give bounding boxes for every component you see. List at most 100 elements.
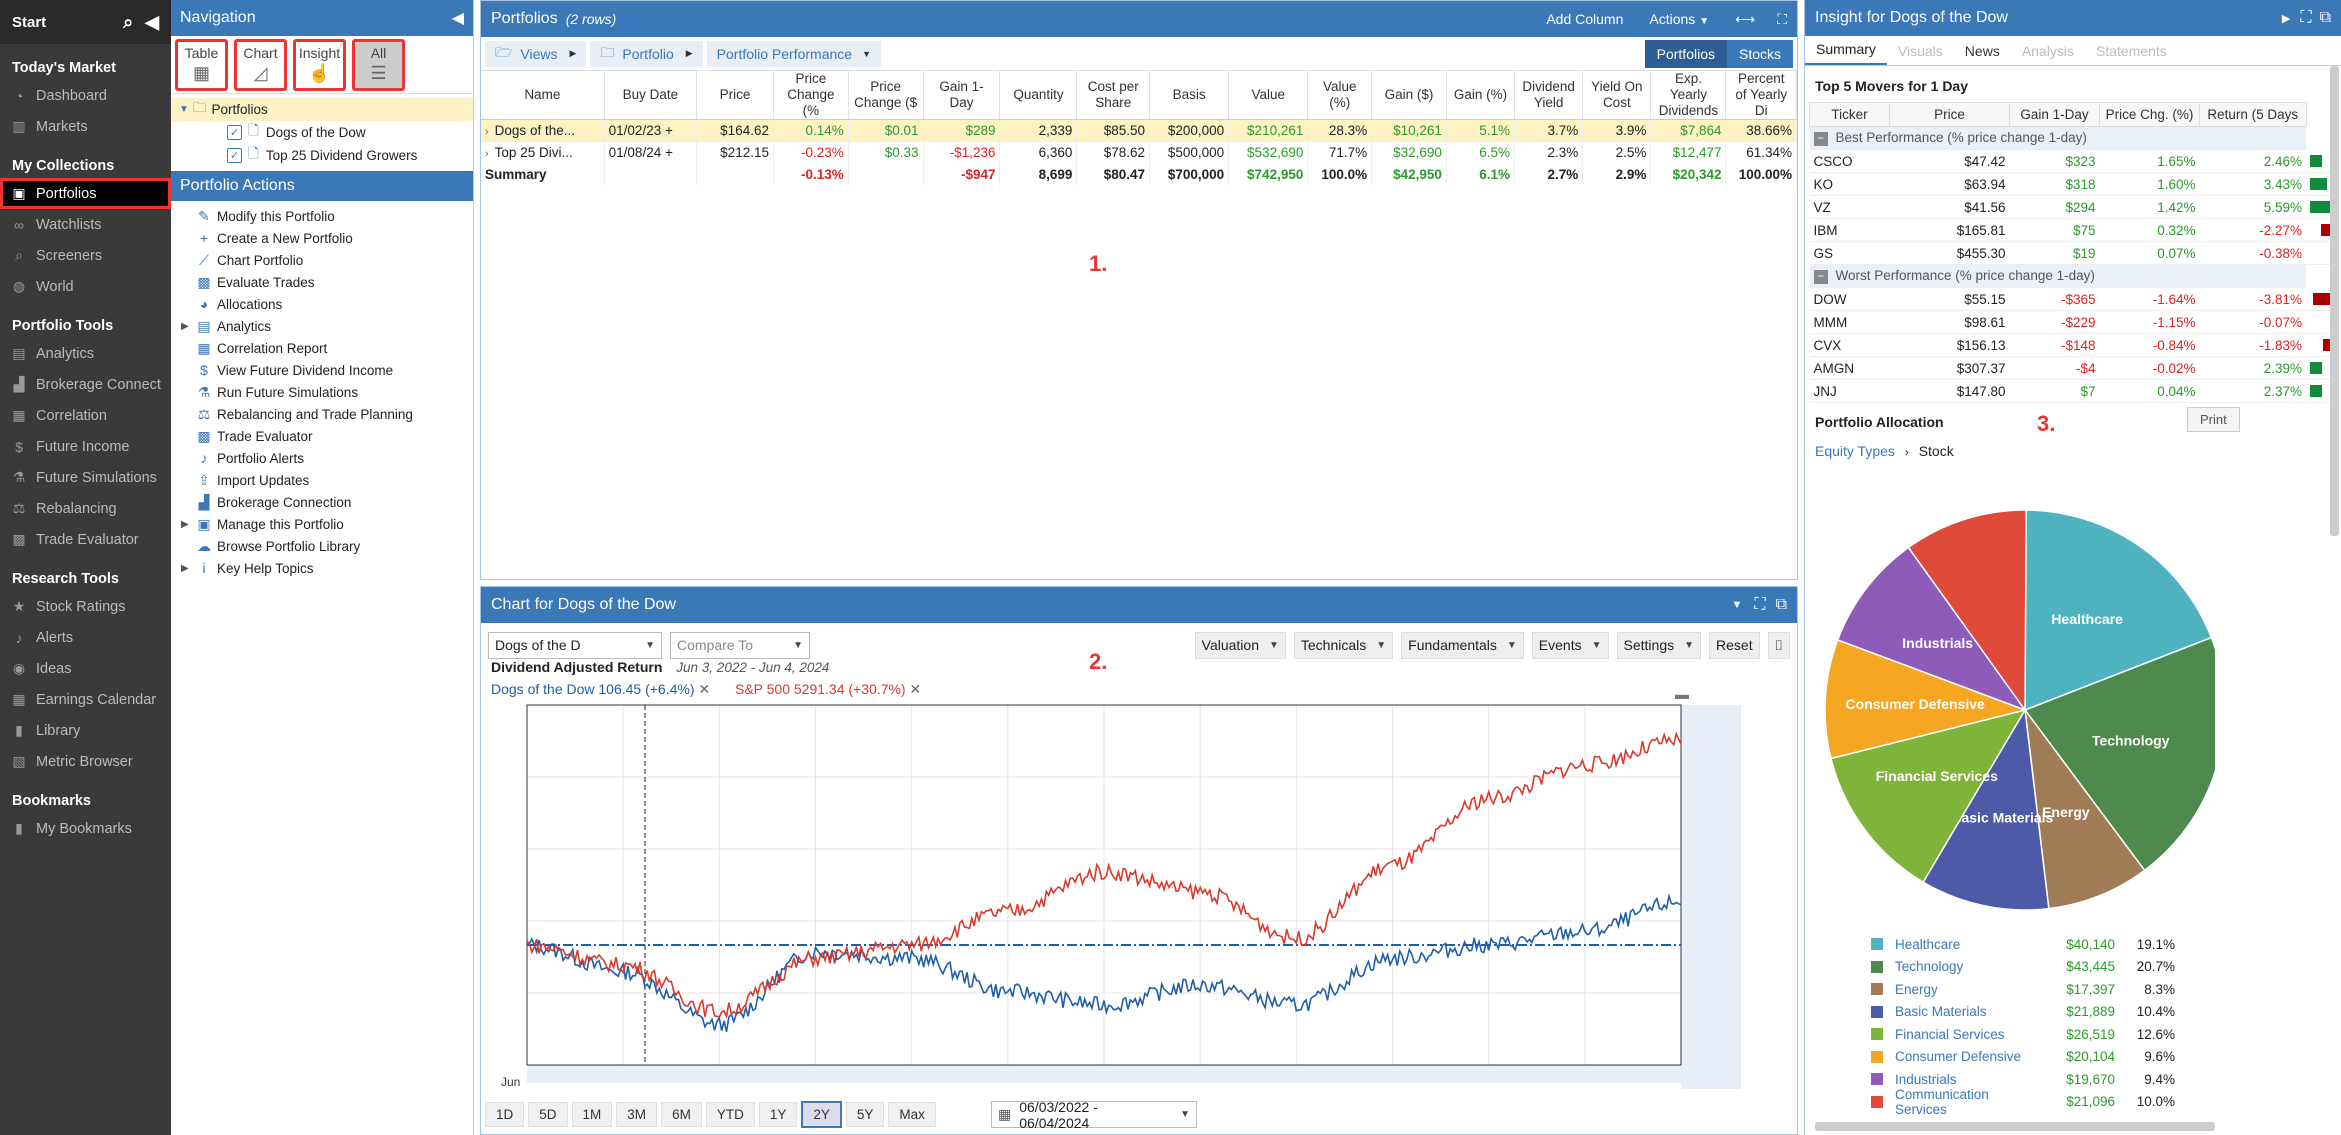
mover-row[interactable]: KO $63.94 $318 1.60% 3.43% (1809, 172, 2336, 196)
timeframe-5y[interactable]: 5Y (845, 1101, 885, 1127)
breadcrumb-performance[interactable]: Portfolio Performance ▼ (706, 40, 881, 67)
sidebar-item-library[interactable]: ▮ Library (0, 715, 171, 746)
cell-buy-date[interactable]: 01/02/23 + (604, 119, 698, 142)
pie-slice-communication-services[interactable] (1907, 509, 2028, 713)
legend-row-energy[interactable]: Energy $17,397 8.3% (1871, 978, 2175, 1001)
pie-slice-industrials[interactable] (1836, 546, 2028, 712)
action-allocations[interactable]: ◕ Allocations (171, 293, 473, 315)
legend-row-healthcare[interactable]: Healthcare $40,140 19.1% (1871, 933, 2175, 956)
toggle-portfolios[interactable]: Portfolios (1644, 39, 1727, 68)
tree-item-top-25[interactable]: ✓ 🗋 Top 25 Dividend Growers (171, 144, 473, 167)
add-column-button[interactable]: Add Column (1546, 11, 1624, 27)
legend-row-basic-materials[interactable]: Basic Materials $21,889 10.4% (1871, 1001, 2175, 1024)
cell-name[interactable]: › Top 25 Divi... (481, 141, 605, 164)
breadcrumb-portfolio[interactable]: 🗀 Portfolio ▶ (590, 40, 703, 67)
start-title[interactable]: Start (12, 13, 47, 31)
col-exp-yearly-dividends[interactable]: Exp. Yearly Dividends (1650, 71, 1727, 120)
action-run-future-simulations[interactable]: ⚗ Run Future Simulations (171, 381, 473, 403)
series-line-dogs-of-the-dow[interactable] (526, 892, 1682, 1032)
remove-series-icon[interactable]: ✕ (698, 681, 711, 697)
actions-dropdown[interactable]: Actions ▼ (1649, 11, 1709, 27)
table-row[interactable]: › Dogs of the... 01/02/23 + $164.62 0.14% $0.… (481, 119, 1797, 142)
action-modify-this-portfolio[interactable]: ✎ Modify this Portfolio (171, 205, 473, 227)
col-price-chg[interactable]: Price Chg. (%) (2099, 102, 2200, 127)
mover-row[interactable]: VZ $41.56 $294 1.42% 5.59% (1809, 195, 2336, 219)
fullscreen-icon[interactable]: ⛶ (2300, 9, 2312, 26)
sidebar-item-brokerage-connect[interactable]: ▟ Brokerage Connect (0, 369, 171, 400)
popout-icon[interactable]: ⧉ (2319, 9, 2331, 26)
pie-slice-consumer-defensive[interactable] (1824, 638, 2028, 760)
breadcrumb-views[interactable]: 🗁 Views ▶ (485, 40, 587, 67)
expand-arrow-icon[interactable]: ▶ (181, 562, 189, 574)
settings-menu[interactable]: Settings ▼ (1616, 631, 1702, 659)
timeframe-ytd[interactable]: YTD (705, 1101, 755, 1127)
timeframe-1d[interactable]: 1D (485, 1101, 525, 1127)
col-return[interactable]: Return (5 Days (2199, 102, 2307, 127)
collapse-minus-icon[interactable]: − (1813, 270, 1828, 284)
worst-group[interactable]: − Worst Performance (% price change 1-day… (1809, 264, 2337, 288)
technicals-menu[interactable]: Technicals ▼ (1293, 631, 1394, 659)
legend-row-industrials[interactable]: Industrials $19,670 9.4% (1871, 1068, 2175, 1091)
symbol-select[interactable]: Dogs of the D ▼ (488, 631, 662, 659)
col-percent-of-yearly-di[interactable]: Percent of Yearly Di (1725, 71, 1797, 120)
cell-name[interactable]: › Dogs of the... (481, 119, 605, 142)
pie-slice-energy[interactable] (2023, 707, 2146, 910)
mover-row[interactable]: AMGN $307.37 -$4 -0.02% 2.39% (1809, 356, 2336, 380)
pie-slice-technology[interactable] (2023, 636, 2215, 872)
action-browse-portfolio-library[interactable]: ☁ Browse Portfolio Library (171, 535, 473, 557)
action-correlation-report[interactable]: ▦ Correlation Report (171, 337, 473, 359)
events-menu[interactable]: Events ▼ (1531, 631, 1609, 659)
sidebar-item-portfolios[interactable]: ▣ Portfolios (0, 178, 171, 209)
cell-buy-date[interactable] (604, 163, 698, 186)
portfolio-checkbox[interactable]: ✓ (227, 125, 242, 140)
expand-row-icon[interactable]: › (485, 148, 489, 160)
action-trade-evaluator[interactable]: ▩ Trade Evaluator (171, 425, 473, 447)
expand-right-icon[interactable]: ▶ (2281, 12, 2291, 25)
sidebar-item-world[interactable]: ◍ World (0, 271, 171, 302)
compare-to-select[interactable]: Compare To ▼ (670, 631, 810, 659)
action-import-updates[interactable]: ⇪ Import Updates (171, 469, 473, 491)
col-price[interactable]: Price (1889, 102, 2010, 127)
col-value[interactable]: Value (1228, 71, 1309, 120)
action-chart-portfolio[interactable]: ⟋ Chart Portfolio (171, 249, 473, 271)
toggle-stocks[interactable]: Stocks (1726, 39, 1793, 68)
sidebar-item-markets[interactable]: ▥ Markets (0, 111, 171, 142)
collapse-minus-icon[interactable]: − (1813, 132, 1828, 146)
action-rebalancing-and-trade-planning[interactable]: ⚖ Rebalancing and Trade Planning (171, 403, 473, 425)
col-buy-date[interactable]: Buy Date (604, 71, 698, 120)
summary-row[interactable]: Summary -0.13% -$947 8,699 $80.47 $700,000 $74… (481, 163, 1797, 186)
popout-icon[interactable]: ⧉ (1775, 596, 1787, 613)
col-cost-per-share[interactable]: Cost per Share (1076, 71, 1151, 120)
legend-row-consumer-defensive[interactable]: Consumer Defensive $20,104 9.6% (1871, 1046, 2175, 1069)
sidebar-item-future-simulations[interactable]: ⚗ Future Simulations (0, 462, 171, 493)
col-ticker[interactable]: Ticker (1809, 102, 1890, 127)
pie-slice-basic-materials[interactable] (1922, 707, 2050, 911)
tab-news[interactable]: News (1964, 43, 2000, 59)
col-price-change[interactable]: Price Change (% (773, 71, 849, 120)
table-row[interactable]: › Top 25 Divi... 01/08/24 + $212.15 -0.23% $0… (481, 141, 1797, 164)
col-gain[interactable]: Gain (%) (1446, 71, 1516, 120)
expand-arrow-icon[interactable]: ▶ (181, 320, 189, 332)
legend-row-communication-services[interactable]: Communication Services $21,096 10.0% (1871, 1087, 2175, 1117)
timeframe-1y[interactable]: 1Y (758, 1101, 798, 1127)
crumb-equity-types[interactable]: Equity Types (1815, 443, 1895, 459)
portfolio-checkbox[interactable]: ✓ (227, 148, 242, 163)
sidebar-item-analytics[interactable]: ▤ Analytics (0, 338, 171, 369)
sidebar-item-rebalancing[interactable]: ⚖ Rebalancing (0, 493, 171, 524)
sidebar-item-trade-evaluator[interactable]: ▩ Trade Evaluator (0, 524, 171, 555)
reset-button[interactable]: Reset (1709, 631, 1760, 659)
valuation-menu[interactable]: Valuation ▼ (1194, 631, 1286, 659)
action-brokerage-connection[interactable]: ▟ Brokerage Connection (171, 491, 473, 513)
remove-series-icon[interactable]: ✕ (909, 681, 922, 697)
sidebar-item-screeners[interactable]: ⌕ Screeners (0, 240, 171, 271)
col-quantity[interactable]: Quantity (999, 71, 1078, 120)
view-chart-button[interactable]: Chart ◿ (234, 38, 287, 91)
sidebar-item-alerts[interactable]: ♪ Alerts (0, 622, 171, 653)
col-gain-1-day[interactable]: Gain 1-Day (923, 71, 1001, 120)
mover-row[interactable]: MMM $98.61 -$229 -1.15% -0.07% (1809, 310, 2336, 334)
best-group[interactable]: − Best Performance (% price change 1-day) (1809, 126, 2337, 150)
col-gain[interactable]: Gain 1-Day (2009, 102, 2100, 127)
col-price-change[interactable]: Price Change ($ (848, 71, 924, 120)
timeframe-2y[interactable]: 2Y (801, 1100, 842, 1128)
tree-root-portfolios[interactable]: ▼ 🗀 Portfolios (171, 98, 473, 121)
